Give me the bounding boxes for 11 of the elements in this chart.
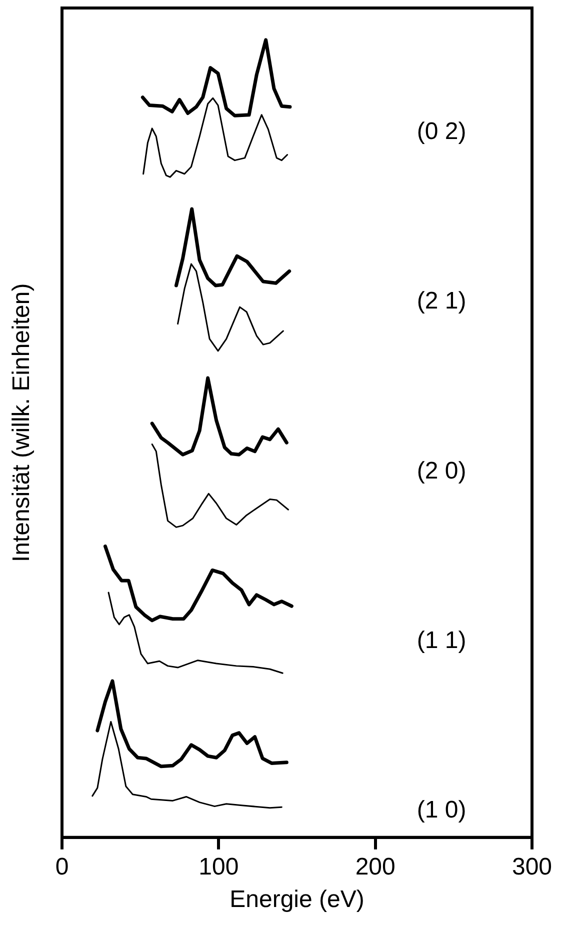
x-tick-label: 300 <box>512 853 552 880</box>
annotation: (1 1) <box>416 626 466 654</box>
annotation: (0 2) <box>416 118 466 146</box>
x-tick-label: 100 <box>198 853 239 880</box>
annotation: (1 0) <box>416 796 466 824</box>
y-axis-title: Intensität (willk. Einheiten) <box>8 283 36 562</box>
x-tick-label: 0 <box>55 853 69 880</box>
x-tick-label: 200 <box>355 853 396 880</box>
annotation: (2 1) <box>416 288 466 315</box>
annotation: (2 0) <box>416 457 466 484</box>
x-axis-title: Energie (eV) <box>230 886 364 914</box>
